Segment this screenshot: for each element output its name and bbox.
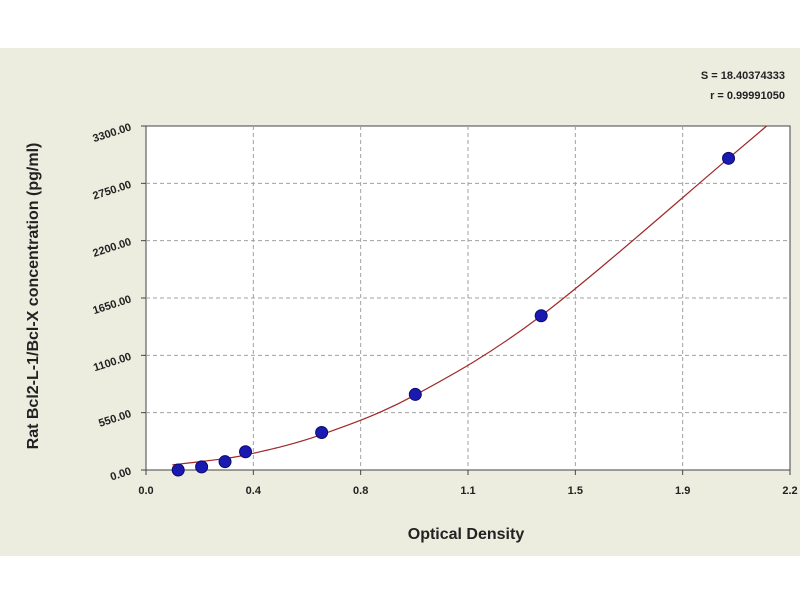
stat-s-value: S = 18.40374333 — [701, 70, 785, 82]
grid-lines — [146, 126, 790, 470]
y-tick-label: 550.00 — [97, 408, 133, 430]
x-tick-label: 1.1 — [460, 485, 475, 497]
y-tick-label: 0.00 — [109, 465, 133, 483]
y-axis-title: Rat Bcl2-L-1/Bcl-X concentration (pg/ml) — [25, 143, 42, 450]
x-tick-label: 0.0 — [138, 485, 153, 497]
x-tick-label: 2.2 — [782, 485, 797, 497]
y-tick-label: 1650.00 — [91, 293, 133, 317]
x-tick-label: 0.4 — [246, 485, 262, 497]
data-point — [315, 425, 329, 439]
data-point — [534, 309, 548, 323]
data-point — [239, 445, 253, 459]
data-point — [195, 460, 209, 474]
x-tick-label: 0.8 — [353, 485, 368, 497]
data-point — [722, 151, 736, 165]
data-points — [171, 151, 736, 477]
x-tick-label: 1.9 — [675, 485, 690, 497]
x-axis-title: Optical Density — [408, 526, 525, 543]
data-point — [408, 387, 422, 401]
y-tick-label: 3300.00 — [91, 121, 133, 145]
y-tick-label: 1100.00 — [92, 351, 133, 375]
y-tick-label: 2200.00 — [91, 236, 133, 260]
data-point — [218, 455, 232, 469]
y-tick-label: 2750.00 — [91, 179, 133, 203]
chart-figure: 0.0 0.4 0.8 1.1 1.5 1.9 2.2 0.00 550.00 1100.00 16… — [0, 48, 800, 556]
stat-r-value: r = 0.99991050 — [710, 90, 785, 102]
x-tick-label: 1.5 — [568, 485, 583, 497]
data-point — [171, 463, 185, 477]
chart-svg: 0.0 0.4 0.8 1.1 1.5 1.9 2.2 0.00 550.00 1100.00 16… — [25, 70, 798, 543]
